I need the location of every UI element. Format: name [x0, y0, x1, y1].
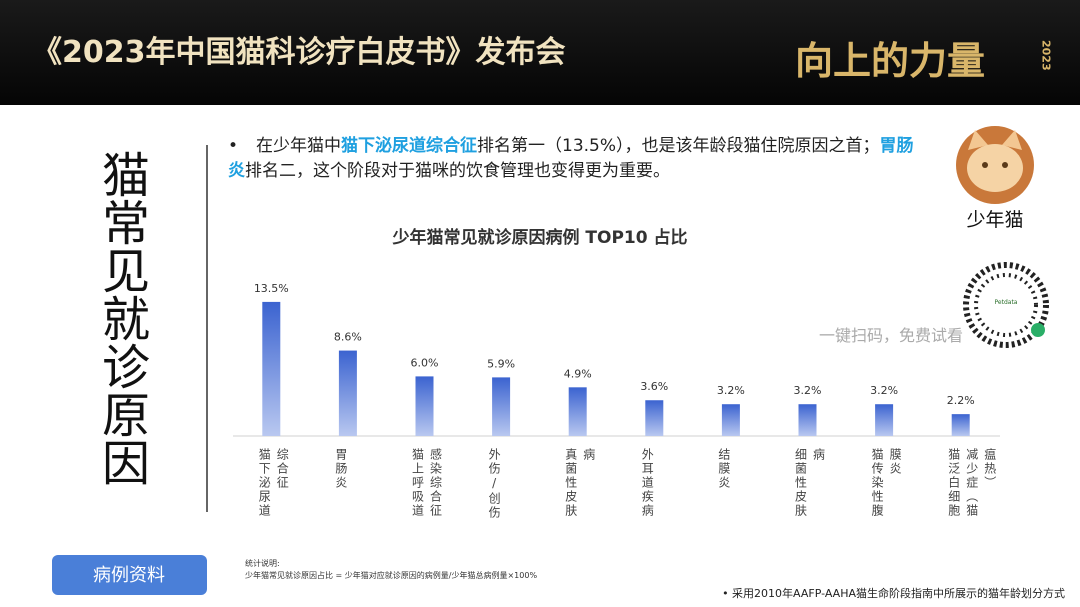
bullet-dot: •: [228, 136, 239, 156]
bar: [798, 404, 817, 436]
side-title: 猫常见就诊原因: [93, 150, 149, 486]
note-heading: 统计说明:: [245, 558, 280, 568]
x-tick-label: 真菌性皮肤病: [563, 448, 596, 518]
value-label: 6.0%: [411, 356, 439, 369]
avatar-face: [967, 144, 1023, 192]
bullet-text: 排名第一（13.5%），也是该年龄段猫住院原因之首；: [477, 136, 880, 156]
value-label: 3.6%: [640, 380, 668, 393]
qr-label: Petdata: [995, 299, 1018, 306]
qr-code: [963, 262, 1049, 348]
bar: [492, 377, 511, 436]
avatar-ear: [1002, 130, 1022, 150]
header-logo: 向上的力量: [795, 39, 985, 83]
note-text: 少年猫常见就诊原因占比 = 少年猫对应就诊原因的病例量/少年猫总病例量×100%: [245, 570, 537, 580]
qr-badge: [1031, 323, 1045, 337]
bar: [875, 404, 894, 436]
x-tick-label: 细菌性皮肤病: [793, 448, 826, 518]
bar: [951, 414, 970, 436]
value-label: 3.2%: [794, 384, 822, 397]
value-label: 3.2%: [870, 384, 898, 397]
bullet-text: 在少年猫中: [256, 136, 341, 156]
bar: [645, 400, 664, 436]
x-tick-label: 外耳道疾病: [640, 448, 655, 518]
chart-title: 少年猫常见就诊原因病例 TOP10 占比: [391, 227, 687, 248]
avatar-ear: [968, 130, 988, 150]
header-logo-year: 2023: [1040, 40, 1053, 71]
header-band: [0, 0, 1080, 105]
x-tick-label: 猫下泌尿道综合征: [257, 448, 290, 518]
bullet: • 在少年猫中猫下泌尿道综合征排名第一（13.5%），也是该年龄段猫住院原因之首；…: [228, 134, 928, 184]
bar: [262, 301, 281, 436]
x-tick-label: 结膜炎: [716, 448, 731, 490]
bar: [415, 376, 434, 436]
footer: • 采用2010年AAFP-AAHA猫生命阶段指南中所展示的猫年龄划分方式: [722, 586, 1065, 600]
value-label: 3.2%: [717, 384, 745, 397]
qr-code: [974, 273, 1038, 337]
x-tick-label: 胃肠炎: [333, 448, 348, 490]
x-tick-label: 猫传染性腹膜炎: [870, 448, 903, 518]
button-label[interactable]: 病例资料: [93, 565, 165, 586]
value-label: 2.2%: [947, 394, 975, 407]
value-label: 4.9%: [564, 367, 592, 380]
qr-caption: 一键扫码，免费试看: [819, 326, 963, 345]
value-label: 5.9%: [487, 357, 515, 370]
bar: [721, 404, 740, 436]
bullet-text: 排名二，这个阶段对于猫咪的饮食管理也变得更为重要。: [245, 161, 670, 181]
x-tick-label: 猫泛白细胞减少症（猫瘟热）: [946, 448, 997, 518]
bullet-highlight: 猫下泌尿道综合征: [341, 136, 477, 156]
qr-center: [986, 285, 1026, 325]
avatar-eye: [982, 162, 988, 168]
x-tick-label: 猫上呼吸道感染综合征: [410, 448, 443, 518]
avatar-eye: [1002, 162, 1008, 168]
header-title: 《2023年中国猫科诊疗白皮书》发布会: [32, 35, 566, 70]
value-label: 8.6%: [334, 331, 362, 344]
bullet-highlight: 胃肠炎: [228, 136, 914, 181]
value-label: 13.5%: [254, 282, 289, 295]
x-tick-label: 外伤/创伤: [487, 448, 502, 520]
avatar-label: 少年猫: [966, 209, 1023, 231]
bar: [338, 350, 357, 436]
bar: [568, 387, 587, 436]
button[interactable]: [52, 555, 207, 595]
